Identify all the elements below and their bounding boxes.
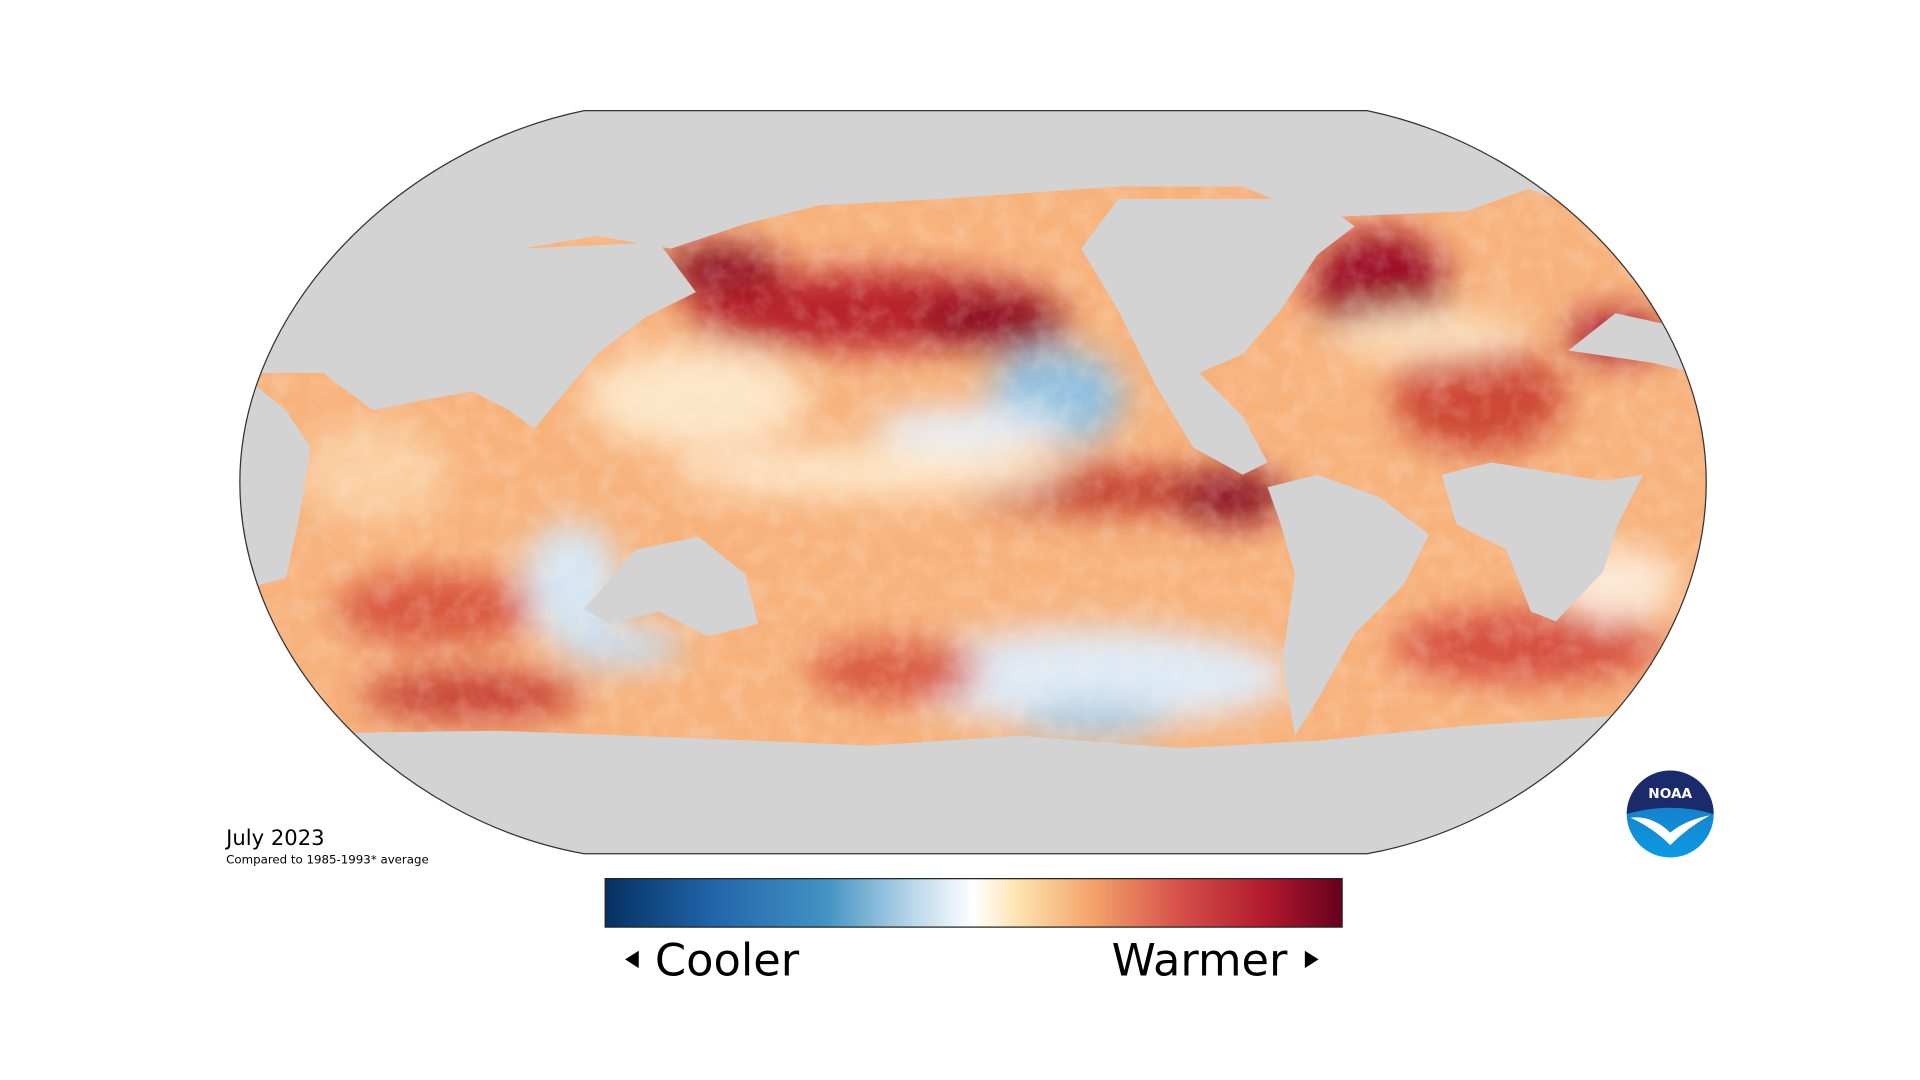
legend-high: Warmer [1112,934,1288,987]
caption-subtitle: Compared to 1985-1993* average [226,853,429,867]
legend-low: Cooler [655,934,800,987]
land [239,110,1707,854]
right-arrow [1304,950,1319,969]
caption-title: July 2023 [224,825,324,850]
logo-text: NOAA [1648,786,1692,802]
noaa-logo: NOAA [1626,770,1714,858]
map-body [239,110,1707,854]
left-arrow [625,950,639,969]
colorbar [604,878,1343,928]
map-outline [239,110,1707,855]
